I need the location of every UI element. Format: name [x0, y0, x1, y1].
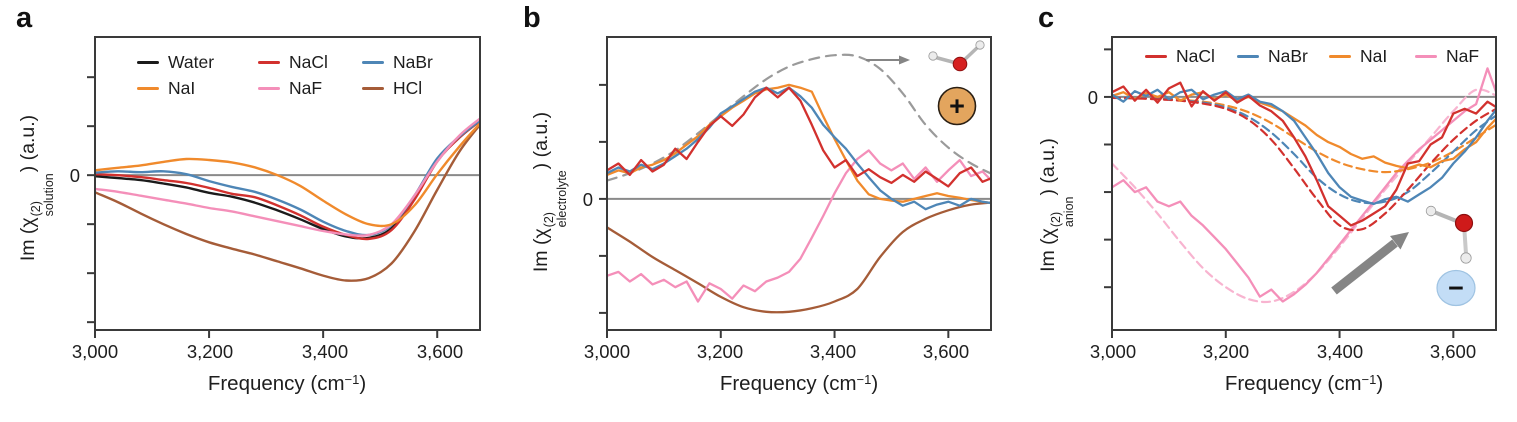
- plot-a: [87, 36, 481, 338]
- legend-label: HCl: [393, 78, 423, 98]
- legend-swatch: [1237, 55, 1259, 58]
- x-tick-label: 3,600: [1429, 341, 1477, 362]
- legend-label: NaF: [289, 78, 323, 98]
- plot-b: [599, 36, 992, 338]
- y-axis-label-c: Im (χ (2) anion) (a.u.): [1037, 138, 1076, 272]
- panel-b: + b Im (χ (2) electrolyte) (a.u.) 0 3,000 …: [505, 0, 1010, 422]
- legend-swatch: [1329, 55, 1351, 58]
- legend-item-naf: NaF: [258, 78, 322, 99]
- legend-label: Water: [168, 52, 215, 72]
- y-tick-label-zero-a: 0: [69, 165, 80, 186]
- x-axis-label-a: Frequency (cm−1): [207, 372, 367, 395]
- legend-item-nai: NaI: [1329, 46, 1387, 67]
- x-axis-label-b: Frequency (cm−1): [719, 372, 879, 395]
- panel-letter-b: b: [523, 2, 541, 34]
- x-tick-label: 3,600: [416, 341, 464, 362]
- legend-swatch: [137, 87, 159, 90]
- legend-label: NaF: [1446, 46, 1480, 66]
- legend-swatch: [258, 87, 280, 90]
- x-tick-label: 3,000: [1089, 341, 1137, 362]
- y-label-subscript: anion: [1061, 196, 1076, 228]
- x-tick-label: 3,400: [301, 341, 349, 362]
- legend-item-naf: NaF: [1415, 46, 1479, 67]
- legend-swatch: [1415, 55, 1437, 58]
- y-label-superscript: (2): [1049, 211, 1064, 228]
- panel-c: − c Im (χ (2) anion) (a.u.) 0 3,000 3,200 …: [1010, 0, 1517, 422]
- panel-letter-c: c: [1038, 2, 1055, 34]
- legend-label: NaCl: [289, 52, 328, 72]
- legend-swatch: [258, 61, 280, 64]
- legend-swatch: [1145, 55, 1167, 58]
- plot-c: [1104, 36, 1497, 338]
- legend-swatch: [362, 61, 384, 64]
- x-axis-label-c: Frequency (cm−1): [1224, 372, 1384, 395]
- legend-item-nai: NaI: [137, 78, 195, 99]
- x-tick-label: 3,200: [186, 341, 234, 362]
- legend-item-nabr: NaBr: [362, 52, 433, 73]
- y-label-superscript: (2): [29, 201, 44, 217]
- y-label-superscript: (2): [542, 212, 557, 228]
- panel-letter-a: a: [16, 2, 33, 34]
- y-axis-label-a: Im (χ (2) solution) (a.u.): [17, 114, 56, 262]
- legend-item-nabr: NaBr: [1237, 46, 1308, 67]
- y-tick-label-zero-b: 0: [582, 189, 593, 210]
- x-tick-label: 3,000: [71, 341, 119, 362]
- legend-swatch: [137, 61, 159, 64]
- panel-a: a Im (χ (2) solution) (a.u.) 0 3,000 3,200…: [0, 0, 505, 422]
- legend-label: NaBr: [393, 52, 433, 72]
- x-tick-label: 3,400: [809, 341, 857, 362]
- y-tick-label-zero-c: 0: [1087, 87, 1098, 108]
- x-tick-label: 3,600: [922, 341, 970, 362]
- x-tick-label: 3,400: [1316, 341, 1364, 362]
- legend-item-water: Water: [137, 52, 214, 73]
- legend-label: NaI: [168, 78, 196, 98]
- legend-item-hcl: HCl: [362, 78, 422, 99]
- y-axis-label-b: Im (χ (2) electrolyte) (a.u.): [530, 111, 569, 273]
- legend-swatch: [362, 87, 384, 90]
- x-tick-label: 3,000: [583, 341, 631, 362]
- legend-label: NaCl: [1176, 46, 1215, 66]
- x-tick-label: 3,200: [1202, 341, 1250, 362]
- legend-item-nacl: NaCl: [1145, 46, 1215, 67]
- x-tick-label: 3,200: [696, 341, 744, 362]
- legend-label: NaI: [1360, 46, 1388, 66]
- legend-item-nacl: NaCl: [258, 52, 328, 73]
- legend-label: NaBr: [1268, 46, 1308, 66]
